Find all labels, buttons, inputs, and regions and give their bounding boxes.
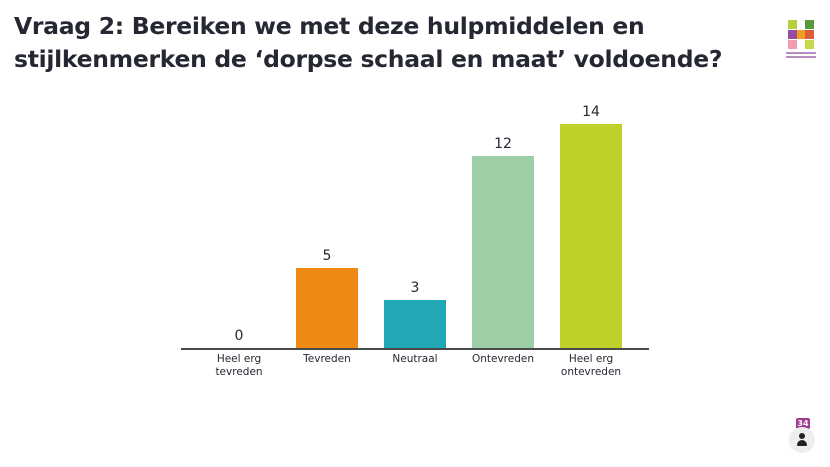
category-label-line: ontevreden [560, 366, 622, 378]
participant-count-badge: 34 [796, 418, 810, 429]
slide-title: Vraag 2: Bereiken we met deze hulpmiddel… [14, 10, 754, 76]
x-axis-line [181, 348, 649, 350]
value-label-neutraal: 3 [410, 280, 420, 296]
participants-button[interactable] [789, 427, 815, 453]
value-label-ontevreden: 12 [494, 136, 512, 152]
category-label-heel-erg-tevreden: Heel erg tevreden [195, 353, 283, 379]
value-label-heel-erg-ontevreden: 14 [582, 104, 600, 120]
value-label-tevreden: 5 [322, 248, 332, 264]
category-label-line: Heel erg [568, 353, 614, 365]
category-label-line: Heel erg [216, 353, 262, 365]
bar-tevreden [296, 268, 358, 349]
gemeente-logo-icon [786, 18, 816, 60]
category-label-neutraal: Neutraal [392, 353, 438, 365]
category-label-heel-erg-ontevreden: Heel erg ontevreden [547, 353, 635, 379]
category-label-line: tevreden [215, 366, 263, 378]
category-label-tevreden: Tevreden [303, 353, 351, 365]
value-label-heel-erg-tevreden: 0 [234, 328, 244, 344]
category-label-ontevreden: Ontevreden [471, 353, 535, 365]
slide-title-line-2: stijlkenmerken de ‘dorpse schaal en maat… [14, 45, 723, 73]
slide-title-line-1: Vraag 2: Bereiken we met deze hulpmiddel… [14, 12, 645, 40]
bar-ontevreden [472, 156, 534, 349]
bar-neutraal [384, 300, 446, 349]
bar-heel-erg-ontevreden [560, 124, 622, 349]
